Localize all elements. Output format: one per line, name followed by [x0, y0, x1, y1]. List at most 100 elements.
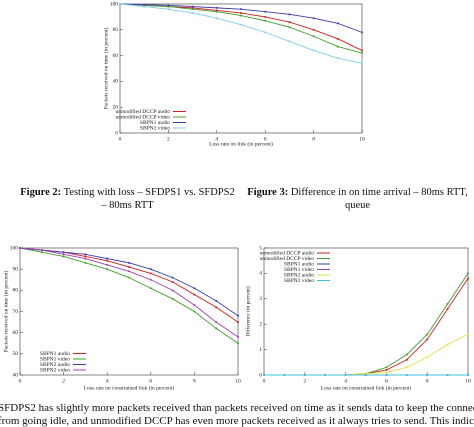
point	[405, 353, 408, 356]
series-line	[264, 278, 469, 376]
point	[171, 276, 174, 279]
point	[62, 253, 65, 256]
point	[84, 261, 87, 264]
y-tick-label: 60	[113, 53, 119, 59]
y-tick-label: 4	[259, 271, 262, 277]
point	[193, 310, 196, 313]
point	[361, 31, 363, 34]
point	[119, 3, 121, 5]
y-tick-label: 50	[13, 351, 19, 357]
point	[128, 266, 130, 269]
point	[336, 45, 339, 48]
legend-label: unmodified DCCP audio	[260, 249, 315, 256]
point	[215, 6, 218, 9]
point	[84, 257, 87, 260]
point	[467, 333, 469, 336]
point	[128, 270, 130, 273]
y-tick-label: 40	[113, 79, 119, 85]
legend-label: SBPN1 video	[284, 267, 314, 273]
caption-text: Testing with loss – SFDPS1 vs. SFDPS2 – …	[63, 187, 235, 211]
legend-label: SBPN1 audio	[40, 351, 70, 357]
caption: Figure 3: Difference in on time arrival …	[245, 186, 470, 212]
point	[426, 333, 429, 336]
point	[264, 15, 267, 18]
y-tick-label: 80	[13, 288, 19, 294]
x-tick-label: 4	[106, 378, 109, 384]
point	[106, 259, 109, 262]
point	[215, 327, 218, 330]
point	[171, 280, 174, 283]
legend-label: SBPN2 video	[40, 367, 70, 373]
x-tick-label: 8	[426, 378, 429, 384]
point	[385, 371, 388, 374]
point	[344, 374, 347, 376]
point	[171, 297, 174, 300]
point	[149, 287, 152, 290]
x-tick-label: 0	[119, 136, 122, 142]
series-line	[119, 3, 363, 54]
y-tick-label: 100	[110, 1, 119, 7]
y-tick-label: 3	[259, 296, 262, 302]
point	[385, 374, 388, 376]
point	[215, 10, 218, 13]
caption-text: Difference in on time arrival – 80ms RTT…	[290, 187, 468, 211]
x-tick-label: 8	[312, 136, 315, 142]
point	[237, 314, 239, 317]
point	[446, 302, 449, 305]
plot-frame	[119, 3, 363, 134]
legend-label: SBPN2 audio	[284, 272, 314, 278]
series-line	[264, 333, 469, 376]
caption-label: Figure 3:	[247, 187, 289, 198]
point	[106, 257, 109, 260]
point	[446, 343, 449, 346]
point	[336, 57, 339, 60]
point	[215, 321, 218, 324]
y-tick-label: 40	[13, 372, 19, 378]
y-tick-label: 0	[115, 130, 118, 136]
point	[361, 52, 363, 55]
chart: 0 1 2 3 4 5 0 2 4 6 8 10 Loss rate on constrained li…	[244, 245, 471, 391]
x-axis-label: Loss rate on constrained link (in percen…	[84, 384, 175, 391]
y-tick-label: 100	[10, 245, 19, 251]
point	[240, 8, 242, 11]
point	[237, 342, 239, 345]
point	[171, 289, 174, 292]
point	[143, 3, 146, 6]
series-line	[19, 247, 239, 338]
y-tick-label: 20	[113, 104, 119, 110]
point	[426, 374, 429, 376]
series-line	[19, 247, 239, 317]
x-tick-label: 0	[19, 378, 22, 384]
body-text: SFDPS2 has slightly more packets receive…	[0, 402, 474, 414]
y-tick-label: 90	[13, 266, 19, 272]
legend-label: unmodified DCCP video	[116, 113, 171, 120]
point	[426, 338, 429, 341]
point	[167, 8, 170, 11]
legend-label: unmodified DCCP video	[260, 255, 315, 262]
point	[336, 22, 339, 25]
point	[288, 21, 291, 24]
point	[264, 19, 267, 22]
point	[467, 374, 469, 376]
point	[167, 4, 170, 7]
point	[149, 268, 152, 271]
point	[237, 335, 239, 338]
point	[426, 356, 429, 359]
y-tick-label: 70	[13, 309, 19, 315]
point	[19, 247, 21, 249]
point	[405, 358, 408, 361]
legend-label: SBPN2 video	[140, 125, 170, 131]
legend-label: SBPN2 video	[284, 278, 314, 284]
point	[303, 374, 306, 376]
point	[405, 366, 408, 369]
point	[467, 277, 469, 280]
point	[215, 17, 218, 20]
point	[385, 366, 388, 369]
point	[240, 14, 242, 17]
x-tick-label: 6	[149, 378, 152, 384]
point	[84, 253, 87, 256]
point	[191, 12, 194, 15]
x-tick-label: 2	[62, 378, 65, 384]
x-axis-label: Loss rate on constrained link (in percen…	[321, 384, 412, 391]
